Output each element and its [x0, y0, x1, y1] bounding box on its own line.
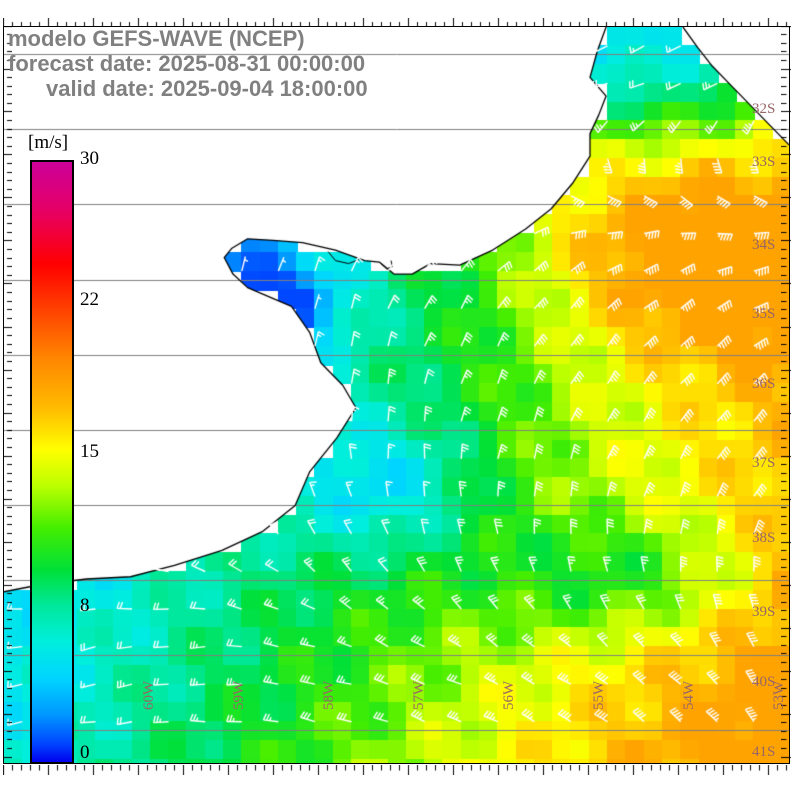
- colorbar[interactable]: [30, 160, 74, 764]
- lon-label-57W: 57W: [411, 680, 427, 710]
- top-ruler: [3, 18, 790, 27]
- lat-label-33S: 33S: [752, 154, 776, 170]
- right-ruler: [781, 26, 791, 764]
- lat-label-32S: 32S: [752, 101, 776, 117]
- map-frame[interactable]: [3, 26, 790, 764]
- lat-label-38S: 38S: [752, 530, 776, 546]
- bottom-ruler: [3, 765, 790, 775]
- colorbar-unit-label: [m/s]: [28, 132, 69, 153]
- colorbar-tick-15: 15: [80, 441, 99, 462]
- lat-label-35S: 35S: [752, 306, 776, 322]
- lat-label-37S: 37S: [752, 455, 776, 471]
- lat-label-34S: 34S: [752, 237, 776, 253]
- lon-label-55W: 55W: [591, 680, 607, 710]
- colorbar-tick-8: 8: [80, 595, 90, 616]
- colorbar-tick-0: 0: [80, 742, 90, 763]
- left-ruler: [3, 26, 12, 764]
- colorbar-tick-30: 30: [80, 148, 99, 169]
- colorbar-gradient: [32, 162, 72, 762]
- lon-label-56W: 56W: [501, 680, 517, 710]
- lat-label-40S: 40S: [752, 674, 776, 690]
- lat-label-36S: 36S: [752, 376, 776, 392]
- lat-label-39S: 39S: [752, 604, 776, 620]
- lon-label-58W: 58W: [321, 680, 337, 710]
- lon-label-59W: 59W: [231, 680, 247, 710]
- lat-label-41S: 41S: [752, 744, 776, 760]
- colorbar-tick-22: 22: [80, 289, 99, 310]
- lon-label-54W: 54W: [681, 680, 697, 710]
- lon-label-60W: 60W: [141, 680, 157, 710]
- wind-speed-heatmap-canvas[interactable]: [4, 27, 789, 763]
